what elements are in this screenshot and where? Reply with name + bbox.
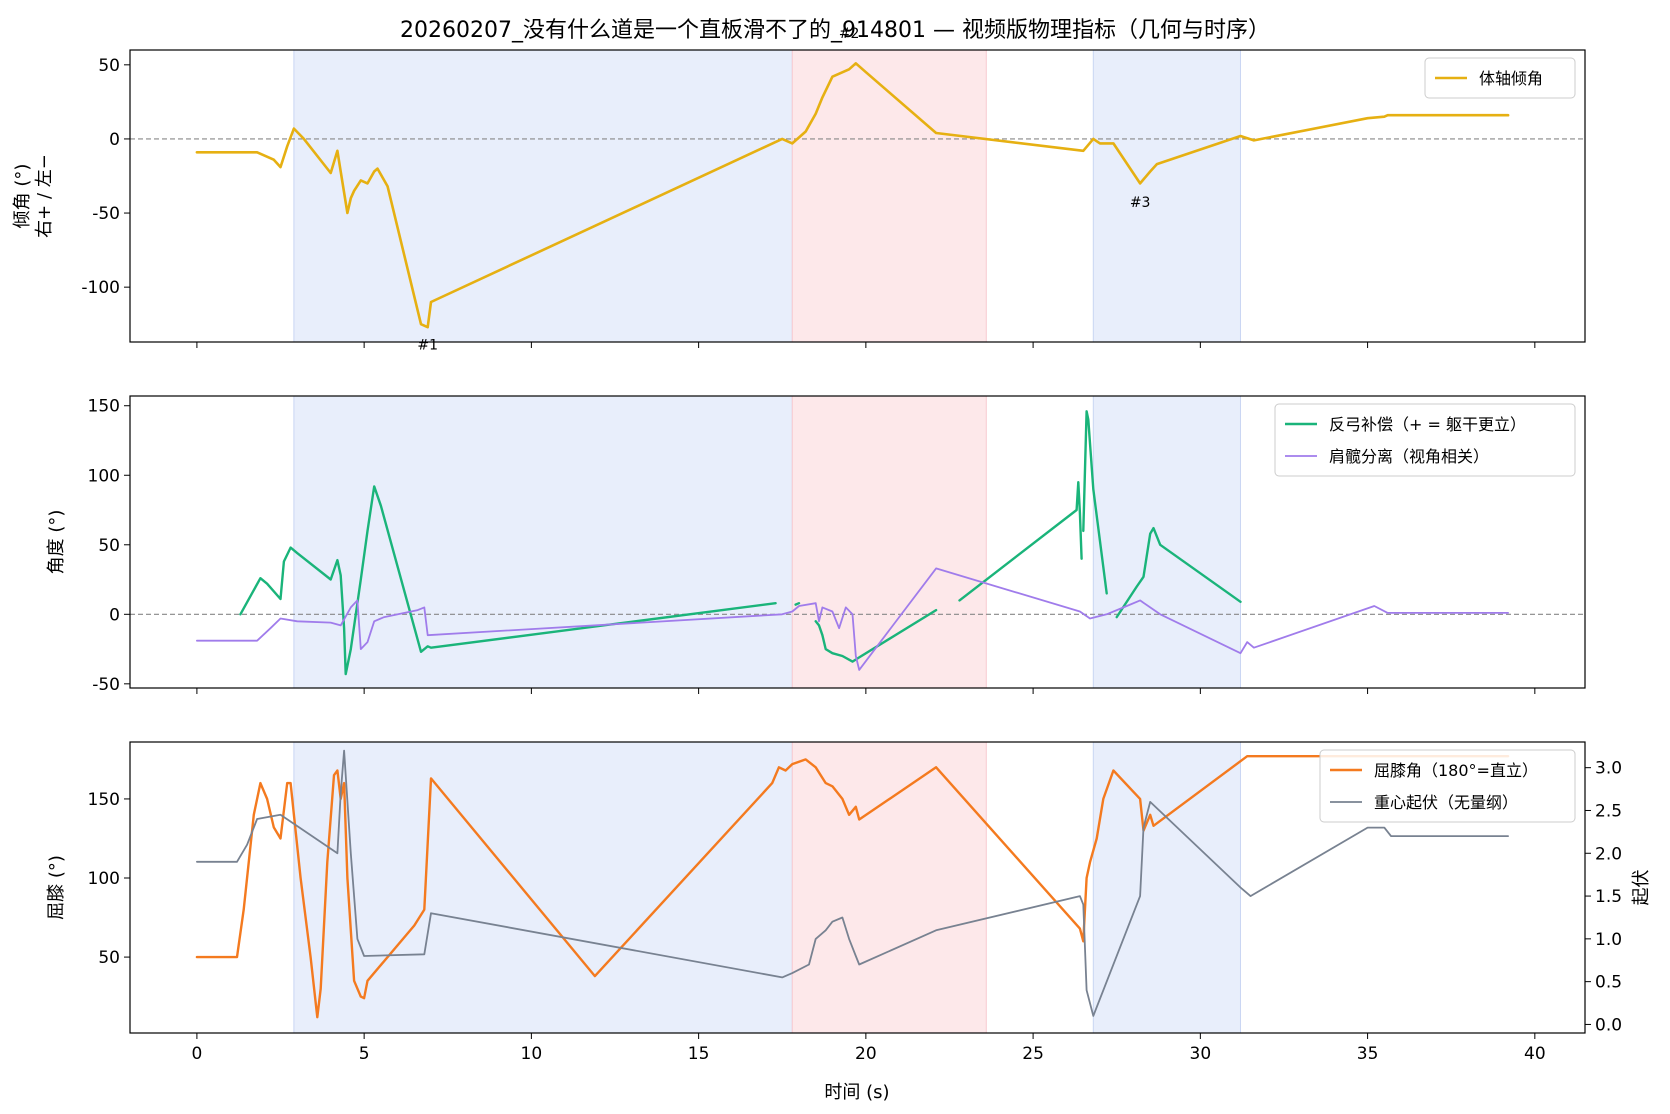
legend: 体轴倾角 [1424, 57, 1576, 99]
series-line-2-2 [196, 567, 1509, 671]
panel-3: 0 5 10 15 20 25 30 35 40 50 100 150 0.0 0.5 1.0 1.5 2.0 2… [46, 741, 1652, 1064]
x-tick-label: 0 [191, 1044, 202, 1064]
plot-area [195, 62, 1510, 329]
y-tick-label: 150 [88, 397, 120, 417]
y-tick-label: 100 [88, 466, 120, 486]
annotation-2: #2 [839, 26, 860, 42]
series-line-2-1 [1115, 526, 1242, 619]
annotation-1: #1 [417, 337, 438, 353]
shaded-span [293, 396, 793, 688]
y-tick-label: 150 [88, 790, 120, 810]
series-line-3-1 [195, 755, 1510, 1019]
chart-title: 20260207_没有什么道是一个直板滑不了的_914801 — 视频版物理指标… [400, 18, 1270, 43]
axes-frame [129, 741, 1586, 1034]
legend: 屈膝角（180°=直立） 重心起伏（无量纲） [1319, 749, 1576, 823]
legend-entry: 体轴倾角 [1479, 69, 1543, 88]
shaded-span [1093, 396, 1241, 688]
y-tick-label: 50 [98, 948, 120, 968]
y-tick-label: 100 [88, 869, 120, 889]
series-line-2-1 [958, 481, 1083, 602]
y-right-tick-label: 0.5 [1595, 973, 1622, 993]
plot-area [195, 749, 1510, 1019]
legend-entry: 屈膝角（180°=直立） [1374, 761, 1538, 780]
y-right-axis-label: 起伏 [1631, 870, 1652, 906]
y-right-tick-label: 1.5 [1595, 887, 1622, 907]
y-right-tick-label: 1.0 [1595, 930, 1622, 950]
y-tick-label: 0 [109, 130, 120, 150]
y-axis-label-2: 右+ / 左− [34, 154, 55, 238]
y-tick-label: -100 [81, 278, 120, 298]
shaded-span [792, 396, 987, 688]
series-line-2-1 [794, 602, 801, 606]
x-tick-label: 15 [688, 1044, 710, 1064]
legend-box [1274, 403, 1576, 477]
x-tick-label: 40 [1524, 1044, 1546, 1064]
series-line-2-1 [1082, 410, 1108, 595]
shaded-span [1093, 50, 1241, 342]
panel-1: -100 -50 0 50 倾角 (°) 右+ / 左− #1 #2 #3 体轴倾角 [12, 26, 1586, 353]
legend-box [1424, 57, 1576, 99]
y-axis-label: 屈膝 (°) [46, 855, 67, 920]
shaded-span [792, 50, 987, 342]
x-tick-label: 20 [855, 1044, 877, 1064]
y-axis-label: 倾角 (°) [12, 164, 33, 229]
axes-frame [129, 49, 1586, 343]
series-line-2-1 [239, 485, 777, 676]
y-right-tick-label: 2.5 [1595, 801, 1622, 821]
y-right-tick-label: 2.0 [1595, 844, 1622, 864]
y-tick-label: -50 [92, 204, 120, 224]
shaded-span [1093, 742, 1241, 1033]
x-tick-label: 10 [521, 1044, 543, 1064]
legend-entry: 肩髋分离（视角相关） [1329, 447, 1489, 466]
x-tick-label: 30 [1190, 1044, 1212, 1064]
shaded-span [293, 742, 793, 1033]
y-tick-label: 50 [98, 56, 120, 76]
panel-2: -50 0 50 100 150 角度 (°) 反弓补偿（+ = 躯干更立） 肩髋分离（视角相… [46, 395, 1586, 695]
x-axis-label: 时间 (s) [824, 1082, 889, 1103]
y-tick-label: -50 [92, 675, 120, 695]
legend-entry: 反弓补偿（+ = 躯干更立） [1329, 415, 1526, 434]
shaded-span [792, 742, 987, 1033]
y-right-tick-label: 3.0 [1595, 759, 1622, 779]
legend: 反弓补偿（+ = 躯干更立） 肩髋分离（视角相关） [1274, 403, 1576, 477]
x-tick-label: 35 [1357, 1044, 1379, 1064]
shaded-span [293, 50, 793, 342]
x-tick-label: 5 [359, 1044, 370, 1064]
legend-entry: 重心起伏（无量纲） [1374, 793, 1518, 812]
y-tick-label: 50 [98, 536, 120, 556]
legend-box [1319, 749, 1576, 823]
series-line-1-1 [195, 62, 1510, 329]
series-line-3-2 [196, 749, 1509, 1017]
axes-frame [129, 395, 1586, 689]
y-axis-label: 角度 (°) [46, 510, 67, 575]
y-right-tick-label: 0.0 [1595, 1015, 1622, 1035]
plot-area [196, 410, 1509, 676]
x-tick-label: 25 [1022, 1044, 1044, 1064]
y-tick-label: 0 [109, 605, 120, 625]
annotation-3: #3 [1130, 195, 1151, 211]
